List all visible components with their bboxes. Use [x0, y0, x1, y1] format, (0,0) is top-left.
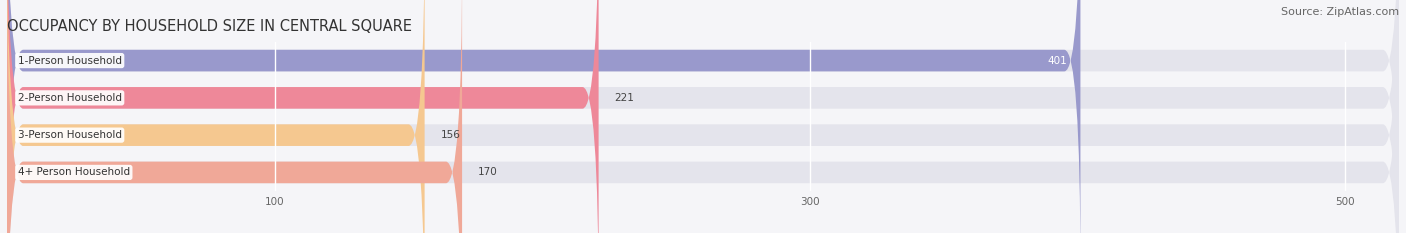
Text: 170: 170 [478, 168, 498, 177]
Text: 221: 221 [614, 93, 634, 103]
Text: 4+ Person Household: 4+ Person Household [18, 168, 129, 177]
FancyBboxPatch shape [7, 0, 1080, 233]
Text: 2-Person Household: 2-Person Household [18, 93, 122, 103]
FancyBboxPatch shape [7, 0, 1399, 233]
Text: 1-Person Household: 1-Person Household [18, 56, 122, 65]
Text: Source: ZipAtlas.com: Source: ZipAtlas.com [1281, 7, 1399, 17]
FancyBboxPatch shape [7, 0, 599, 233]
Text: OCCUPANCY BY HOUSEHOLD SIZE IN CENTRAL SQUARE: OCCUPANCY BY HOUSEHOLD SIZE IN CENTRAL S… [7, 19, 412, 34]
FancyBboxPatch shape [7, 0, 463, 233]
FancyBboxPatch shape [7, 0, 1399, 233]
Text: 156: 156 [440, 130, 461, 140]
FancyBboxPatch shape [7, 0, 425, 233]
FancyBboxPatch shape [7, 0, 1399, 233]
FancyBboxPatch shape [7, 0, 1399, 233]
Text: 3-Person Household: 3-Person Household [18, 130, 122, 140]
Text: 401: 401 [1047, 56, 1067, 65]
